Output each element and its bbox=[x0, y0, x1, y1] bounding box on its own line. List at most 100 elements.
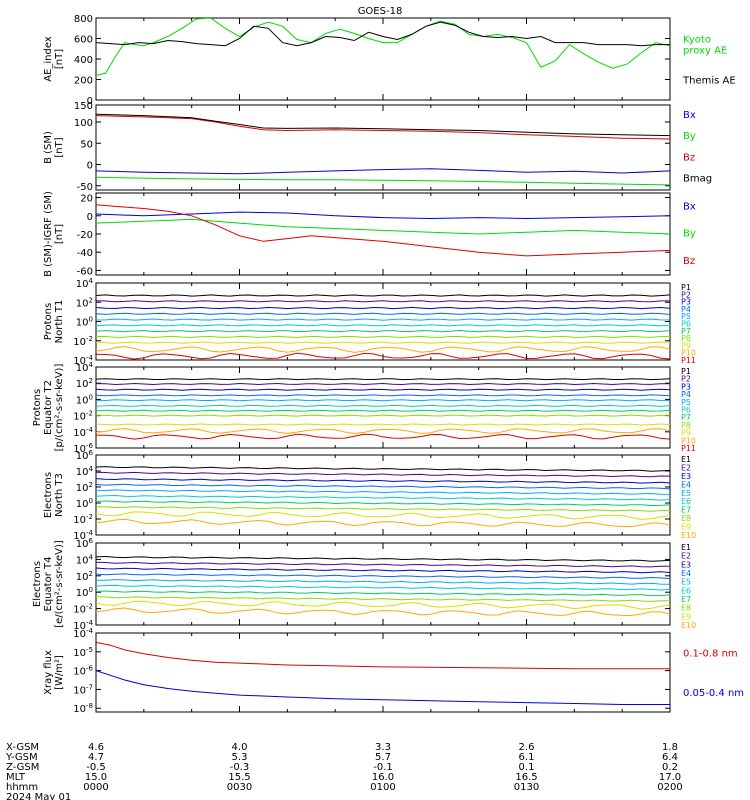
legend-entry-p9: P9 bbox=[681, 341, 691, 350]
legend-entry-p2: P2 bbox=[681, 375, 691, 384]
series-line-p2 bbox=[96, 300, 670, 303]
legend-entry: Bx bbox=[683, 201, 696, 212]
series-line-e8 bbox=[96, 596, 670, 602]
y-axis-label: B (SM)-IGRF (SM) bbox=[43, 191, 54, 277]
footer-value: 5.3 bbox=[232, 752, 248, 763]
series-line-e7 bbox=[96, 500, 670, 507]
footer-value: 17.0 bbox=[659, 772, 681, 783]
footer-value: -0.3 bbox=[230, 762, 250, 773]
footer-value: 0130 bbox=[514, 782, 539, 793]
y-tick-label: 150 bbox=[74, 101, 93, 112]
footer-row-label: 2024 May 01 bbox=[6, 792, 71, 800]
y-axis-label: Protons bbox=[43, 303, 54, 340]
series-line-e2 bbox=[96, 561, 670, 568]
y-tick-label: 102 bbox=[76, 296, 93, 309]
y-tick-label: 10-4 bbox=[73, 426, 93, 439]
legend-entry-p7: P7 bbox=[681, 413, 691, 422]
y-tick-label: 106 bbox=[76, 537, 94, 550]
series-line-e3 bbox=[96, 478, 670, 484]
y-tick-label: 106 bbox=[76, 449, 94, 462]
series-group bbox=[96, 294, 670, 360]
series-line-p1 bbox=[96, 378, 670, 381]
y-tick-label: 100 bbox=[76, 393, 93, 406]
footer-value: 0030 bbox=[227, 782, 252, 793]
y-tick-label: 10-7 bbox=[73, 683, 93, 696]
y-tick-label: 102 bbox=[76, 377, 93, 390]
series-line-e6 bbox=[96, 494, 670, 501]
series-line-p9 bbox=[96, 423, 670, 426]
series-line-by bbox=[96, 176, 670, 186]
legend-entry-e10: E10 bbox=[681, 621, 696, 630]
y-axis-label: Electrons bbox=[43, 472, 54, 518]
legend-entry-e9: E9 bbox=[681, 612, 691, 621]
y-axis-label: North T1 bbox=[54, 300, 65, 344]
legend-entry-e5: E5 bbox=[681, 489, 691, 498]
series-line-p6 bbox=[96, 404, 670, 407]
legend-entry-p10: P10 bbox=[681, 436, 696, 445]
y-tick-label: -50 bbox=[77, 182, 93, 193]
legend-entry-e7: E7 bbox=[681, 506, 691, 515]
legend-entry-p9: P9 bbox=[681, 429, 691, 438]
series-line-e8 bbox=[96, 506, 670, 512]
legend-entry: Themis AE bbox=[682, 76, 736, 87]
series-line-bmag bbox=[96, 113, 670, 137]
footer-row-label: hhmm bbox=[6, 782, 38, 793]
y-axis-label: AE_index bbox=[43, 36, 54, 82]
chart-title: GOES-18 bbox=[358, 6, 403, 17]
legend-entry-e7: E7 bbox=[681, 595, 691, 604]
legend-entry: proxy AE bbox=[683, 46, 727, 57]
legend-entry-e2: E2 bbox=[681, 552, 691, 561]
legend-entry-p3: P3 bbox=[681, 382, 691, 391]
y-tick-label: 102 bbox=[76, 570, 93, 583]
y-axis-label: North T3 bbox=[54, 473, 65, 517]
panel-frame bbox=[95, 282, 671, 361]
y-tick-label: 400 bbox=[74, 55, 93, 66]
series-line-0-05-0-4-nm bbox=[96, 670, 670, 705]
y-tick-label: 100 bbox=[74, 118, 93, 129]
series-line-e10 bbox=[96, 518, 670, 527]
legend-entry-p3: P3 bbox=[681, 298, 691, 307]
footer-value: -0.5 bbox=[86, 762, 106, 773]
y-tick-label: 10-6 bbox=[73, 665, 93, 678]
y-tick-label: 10-2 bbox=[73, 335, 93, 348]
y-axis-label: Equator T4 bbox=[43, 557, 54, 612]
footer-value: 0.2 bbox=[662, 762, 678, 773]
series-group bbox=[96, 555, 670, 617]
legend-entry-p6: P6 bbox=[681, 406, 691, 415]
y-tick-label: 0 bbox=[87, 212, 93, 223]
legend-entry-e8: E8 bbox=[681, 604, 691, 613]
legend-entry: 0.1-0.8 nm bbox=[683, 649, 738, 660]
legend-entry: Kyoto bbox=[683, 35, 711, 46]
footer-value: 5.7 bbox=[375, 752, 391, 763]
y-axis-label: [e/(cm²-s-sr-keV)] bbox=[54, 540, 65, 628]
series-line-p8 bbox=[96, 335, 670, 339]
footer-row-label: X-GSM bbox=[6, 742, 39, 753]
series-line-e9 bbox=[96, 511, 670, 520]
series-line-e3 bbox=[96, 567, 670, 574]
y-tick-label: 104 bbox=[76, 553, 94, 566]
series-line-e5 bbox=[96, 579, 670, 585]
footer-value: 0200 bbox=[657, 782, 682, 793]
y-tick-label: 100 bbox=[76, 586, 93, 599]
panel-xray: 10-4 10-5 10-6 10-7 10-8 Xray flux [W/m²] 0.1-0… bbox=[43, 627, 744, 715]
series-line-bx bbox=[96, 211, 670, 220]
series-line-themis-ae bbox=[96, 21, 670, 47]
footer-value: 0.1 bbox=[519, 762, 535, 773]
y-tick-label: 100 bbox=[76, 316, 93, 329]
legend-entry-e6: E6 bbox=[681, 586, 691, 595]
y-axis-label: [p/(cm²-s-sr-keV)] bbox=[54, 364, 65, 452]
series-line-p7 bbox=[96, 329, 670, 333]
y-tick-label: 10-8 bbox=[73, 702, 93, 715]
footer-value: 6.4 bbox=[662, 752, 678, 763]
y-tick-label: 50 bbox=[80, 139, 93, 150]
y-axis-label: [nT] bbox=[54, 49, 65, 69]
panel-bdiff: 20 0 -20 -40 -60 B (SM)-IGRF (SM) [nT] Bx By Bz bbox=[43, 191, 696, 277]
series-group bbox=[96, 204, 670, 257]
footer-value: 2.6 bbox=[519, 742, 535, 753]
legend-entry: Bz bbox=[683, 152, 695, 163]
y-tick-label: -40 bbox=[77, 248, 93, 259]
legend-entry-p11: P11 bbox=[681, 444, 696, 453]
